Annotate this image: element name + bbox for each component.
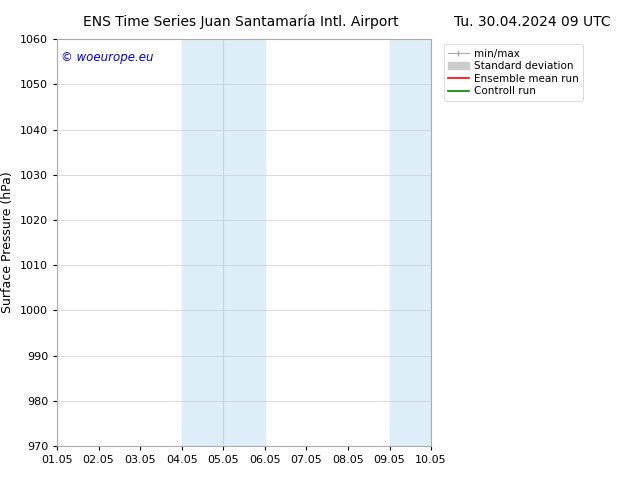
Y-axis label: Surface Pressure (hPa): Surface Pressure (hPa) (1, 172, 15, 314)
Text: ENS Time Series Juan Santamaría Intl. Airport: ENS Time Series Juan Santamaría Intl. Ai… (83, 15, 399, 29)
Bar (389, 39, 431, 446)
Text: © woeurope.eu: © woeurope.eu (61, 51, 153, 64)
Bar (182, 39, 265, 446)
Text: Tu. 30.04.2024 09 UTC: Tu. 30.04.2024 09 UTC (454, 15, 611, 29)
Legend: min/max, Standard deviation, Ensemble mean run, Controll run: min/max, Standard deviation, Ensemble me… (444, 45, 583, 100)
